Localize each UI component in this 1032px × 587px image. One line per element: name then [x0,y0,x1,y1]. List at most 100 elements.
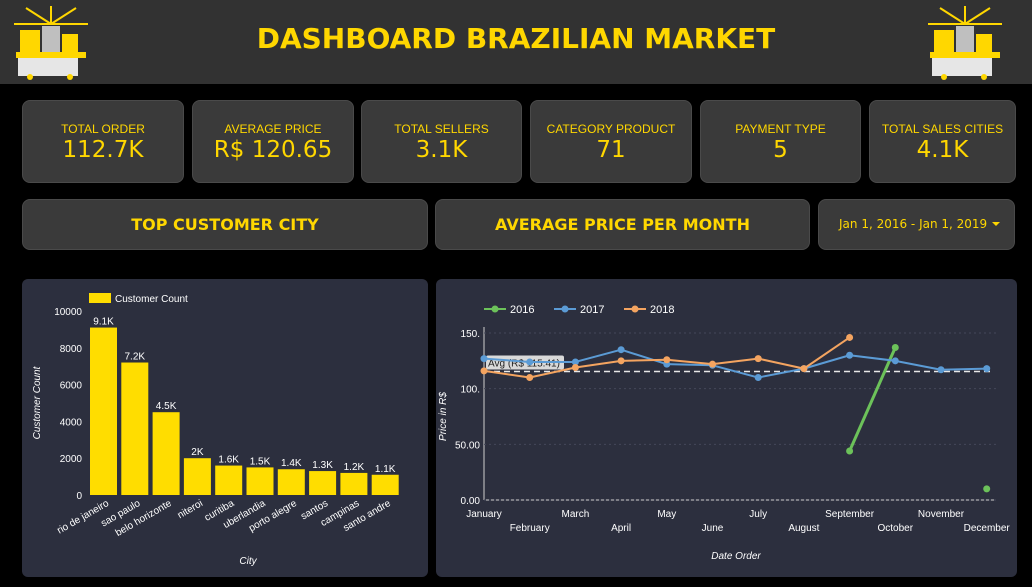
data-point [571,358,579,366]
data-label: 1.5K [250,456,271,467]
kpi-card-average-price: AVERAGE PRICE R$ 120.65 [192,100,354,183]
kpi-value: 3.1K [415,137,468,163]
kpi-label: CATEGORY PRODUCT [546,122,676,136]
y-tick-label: 150. [461,329,480,340]
x-tick-label: niteroi [176,498,205,521]
bar [309,471,337,495]
legend-marker [561,305,569,313]
data-point [800,365,808,373]
legend-label: 2016 [510,304,534,316]
legend-marker [491,305,499,313]
data-point [617,346,625,354]
data-point [846,333,854,341]
x-tick-label: April [611,523,631,534]
data-label: 1.4K [281,458,302,469]
kpi-label: TOTAL SALES CITIES [881,122,1004,136]
data-point [937,366,945,374]
x-tick-label: October [878,523,914,534]
bar [90,327,117,495]
kpi-card-total-order: TOTAL ORDER 112.7K [22,100,184,183]
data-point [891,343,899,351]
chevron-down-icon[interactable] [992,222,1000,226]
page-title: DASHBOARD BRAZILIAN MARKET [256,22,776,55]
y-tick-label: 2000 [60,454,83,465]
kpi-label: AVERAGE PRICE [224,122,322,136]
legend-label: 2018 [650,304,674,316]
bar [277,469,305,495]
data-label: 2K [191,447,204,458]
data-point [526,374,534,382]
x-tick-label: December [964,523,1011,534]
header-bar: DASHBOARD BRAZILIAN MARKET [0,0,1032,84]
bar [152,412,180,495]
x-tick-label: February [510,523,550,534]
x-tick-label: July [749,509,767,520]
data-point [983,485,991,493]
data-point [617,357,625,365]
data-point [846,351,854,359]
y-axis-label: Price in R$ [438,392,449,441]
data-point [480,367,488,375]
bar [246,467,274,495]
legend-label: 2017 [580,304,604,316]
date-range-value: Jan 1, 2016 - Jan 1, 2019 [839,217,988,231]
bar-chart-panel: Customer Count 0 2000 4000 6000 8000 10000 Cust… [22,279,428,577]
bar [371,474,399,495]
line-chart: 2016 2017 2018 0.00 50.00 100. 150. Price in R$… [438,304,1011,562]
section-title-average-price-per-month: AVERAGE PRICE PER MONTH [435,199,810,250]
kpi-label: TOTAL SELLERS [394,122,489,136]
x-axis-label: City [239,556,257,567]
data-point [754,355,762,363]
x-tick-label: March [562,509,590,520]
kpi-label: TOTAL ORDER [61,122,145,136]
x-tick-label: January [466,509,502,520]
x-tick-label: November [918,509,965,520]
y-tick-label: 10000 [54,307,82,318]
data-label: 1.1K [375,464,396,475]
kpi-value: 71 [596,137,626,163]
bar [215,465,243,495]
x-axis-label: Date Order [711,551,761,562]
bar [340,472,368,495]
y-tick-label: 0 [76,491,82,502]
kpi-value: 112.7K [62,137,144,163]
x-tick-label: August [788,523,819,534]
y-tick-label: 50.00 [455,440,480,451]
data-label: 1.3K [312,460,333,471]
kpi-value: 4.1K [916,137,969,163]
data-label: 1.2K [344,462,365,473]
shopping-cart-bags-icon [928,6,1002,80]
line-chart-panel: 2016 2017 2018 0.00 50.00 100. 150. Price in R$… [436,279,1017,577]
data-point [983,365,991,373]
bar [183,458,211,495]
kpi-label: PAYMENT TYPE [735,122,826,136]
data-point [480,355,488,363]
data-label: 7.2K [125,352,146,363]
bar [121,362,149,495]
bar-chart: Customer Count 0 2000 4000 6000 8000 10000 Cust… [32,293,399,567]
y-tick-label: 0.00 [461,496,481,507]
y-tick-label: 100. [461,385,480,396]
data-label: 4.5K [156,401,177,412]
y-tick-label: 6000 [60,381,83,392]
data-point [526,358,534,366]
legend-marker [631,305,639,313]
data-point [571,364,579,372]
data-point [709,360,716,368]
kpi-card-total-sellers: TOTAL SELLERS 3.1K [361,100,522,183]
section-title-top-customer-city: TOP CUSTOMER CITY [22,199,428,250]
data-label: 1.6K [218,455,239,466]
series-line [483,348,987,379]
kpi-card-payment-type: PAYMENT TYPE 5 [700,100,861,183]
data-label: 9.1K [93,317,114,328]
kpi-value: 5 [773,137,788,163]
data-point [891,357,899,365]
data-point [663,356,671,364]
data-point [754,374,762,382]
y-axis-label: Customer Count [32,365,43,439]
x-tick-label: September [825,509,875,520]
reference-label: Avg (R$ 115.41) [488,359,560,370]
date-range-picker[interactable]: Jan 1, 2016 - Jan 1, 2019 [818,199,1015,250]
kpi-value: R$ 120.65 [213,137,333,163]
legend-label: Customer Count [115,294,188,305]
